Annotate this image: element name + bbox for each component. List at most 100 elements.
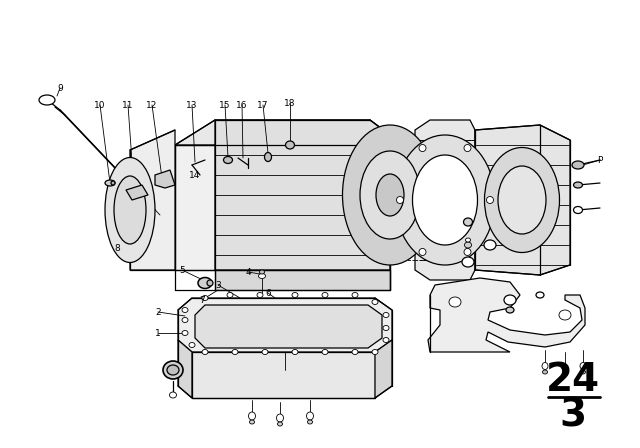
Text: 13: 13: [186, 100, 198, 109]
Ellipse shape: [248, 412, 255, 420]
Ellipse shape: [559, 310, 571, 320]
Ellipse shape: [202, 349, 208, 354]
Polygon shape: [195, 305, 382, 348]
Ellipse shape: [419, 249, 426, 255]
Ellipse shape: [292, 293, 298, 297]
Ellipse shape: [372, 349, 378, 354]
Text: 9: 9: [57, 83, 63, 92]
Ellipse shape: [504, 295, 516, 305]
Text: P: P: [597, 155, 603, 164]
Ellipse shape: [352, 293, 358, 297]
Ellipse shape: [542, 362, 548, 370]
Ellipse shape: [114, 176, 146, 244]
Ellipse shape: [419, 145, 426, 151]
Polygon shape: [175, 145, 215, 270]
Text: 24: 24: [546, 361, 600, 399]
Ellipse shape: [111, 181, 115, 185]
Ellipse shape: [464, 249, 471, 255]
Ellipse shape: [376, 174, 404, 216]
Text: 6: 6: [265, 289, 271, 297]
Ellipse shape: [484, 240, 496, 250]
Ellipse shape: [182, 331, 188, 336]
Ellipse shape: [259, 273, 266, 279]
Ellipse shape: [383, 337, 389, 343]
Ellipse shape: [372, 300, 378, 305]
Ellipse shape: [506, 307, 514, 313]
Ellipse shape: [383, 326, 389, 331]
Ellipse shape: [322, 293, 328, 297]
Ellipse shape: [167, 365, 179, 375]
Ellipse shape: [562, 365, 568, 371]
Ellipse shape: [307, 420, 312, 424]
Text: 2: 2: [155, 307, 161, 316]
Ellipse shape: [189, 343, 195, 348]
Ellipse shape: [182, 307, 188, 313]
Text: 12: 12: [147, 100, 157, 109]
Polygon shape: [428, 278, 585, 352]
Text: 16: 16: [236, 100, 248, 109]
Ellipse shape: [486, 197, 493, 203]
Ellipse shape: [360, 151, 420, 239]
Ellipse shape: [276, 414, 284, 422]
Ellipse shape: [465, 242, 472, 248]
Ellipse shape: [198, 277, 212, 289]
Ellipse shape: [170, 392, 177, 398]
Ellipse shape: [202, 296, 208, 301]
Polygon shape: [215, 270, 390, 290]
Ellipse shape: [307, 412, 314, 420]
Polygon shape: [475, 125, 570, 275]
Polygon shape: [375, 340, 392, 398]
Ellipse shape: [105, 158, 155, 263]
Ellipse shape: [484, 147, 559, 253]
Ellipse shape: [449, 297, 461, 307]
Ellipse shape: [322, 349, 328, 354]
Polygon shape: [175, 120, 390, 155]
Ellipse shape: [464, 145, 471, 151]
Text: 3: 3: [215, 280, 221, 289]
Ellipse shape: [292, 349, 298, 354]
Text: 11: 11: [122, 100, 134, 109]
Ellipse shape: [227, 293, 233, 297]
Ellipse shape: [465, 238, 470, 242]
Text: 7: 7: [199, 296, 205, 305]
Polygon shape: [126, 185, 148, 200]
Polygon shape: [415, 120, 475, 280]
Text: 5: 5: [179, 266, 185, 275]
Text: 15: 15: [220, 100, 231, 109]
Ellipse shape: [543, 370, 547, 374]
Polygon shape: [192, 352, 375, 398]
Ellipse shape: [352, 349, 358, 354]
Text: 17: 17: [257, 100, 269, 109]
Ellipse shape: [223, 156, 232, 164]
Ellipse shape: [105, 180, 115, 186]
Ellipse shape: [580, 362, 586, 370]
Ellipse shape: [264, 152, 271, 161]
Ellipse shape: [563, 372, 568, 376]
Text: 14: 14: [189, 171, 201, 180]
Ellipse shape: [285, 141, 294, 149]
Ellipse shape: [163, 361, 183, 379]
Ellipse shape: [262, 349, 268, 354]
Polygon shape: [178, 298, 392, 352]
Ellipse shape: [463, 218, 472, 226]
Polygon shape: [215, 120, 390, 270]
Text: 1: 1: [155, 328, 161, 337]
Text: 10: 10: [94, 100, 106, 109]
Polygon shape: [178, 340, 192, 398]
Ellipse shape: [573, 207, 582, 214]
Polygon shape: [130, 130, 175, 270]
Ellipse shape: [536, 292, 544, 298]
Ellipse shape: [39, 95, 55, 105]
Ellipse shape: [462, 257, 474, 267]
Ellipse shape: [207, 280, 213, 286]
Polygon shape: [155, 170, 175, 188]
Ellipse shape: [278, 422, 282, 426]
Ellipse shape: [395, 135, 495, 265]
Ellipse shape: [572, 161, 584, 169]
Ellipse shape: [397, 197, 403, 203]
Ellipse shape: [342, 125, 438, 265]
Ellipse shape: [250, 420, 255, 424]
Ellipse shape: [413, 155, 477, 245]
Ellipse shape: [257, 293, 263, 297]
Text: 3: 3: [559, 396, 587, 434]
